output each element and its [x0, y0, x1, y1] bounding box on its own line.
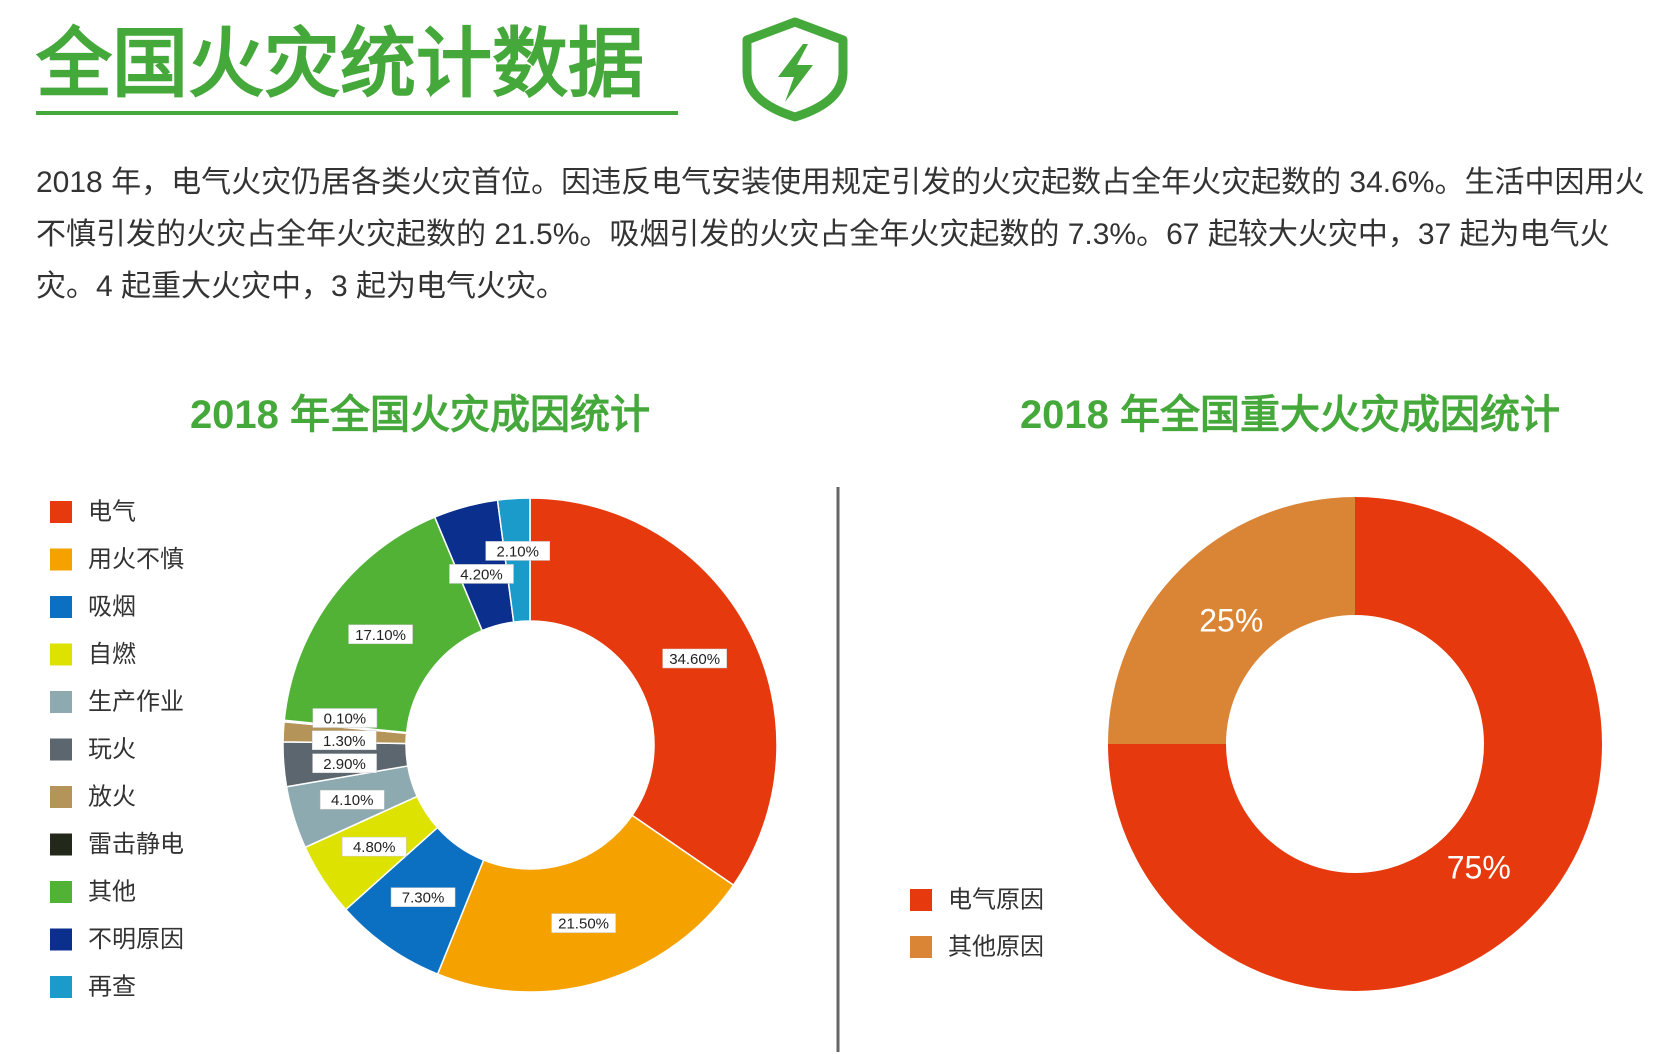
shield-icon: [742, 17, 848, 122]
data-label: 25%: [1199, 602, 1263, 638]
legend-label: 其他: [88, 879, 136, 906]
legend-swatch: [50, 738, 72, 761]
chart-title: 2018 年全国重大火灾成因统计: [1020, 392, 1560, 437]
legend-label: 不明原因: [88, 926, 184, 953]
data-label-box: [485, 541, 550, 561]
data-label: 17.10%: [355, 627, 406, 644]
page-title: 全国火灾统计数据: [35, 22, 644, 107]
legend-label: 电气: [88, 499, 136, 526]
legend-swatch: [50, 691, 72, 713]
legend-swatch: [50, 976, 72, 998]
data-label: 4.20%: [460, 566, 503, 583]
data-label-box: [551, 913, 616, 933]
chart-title: 2018 年全国火灾成因统计: [190, 392, 650, 437]
data-label-box: [449, 564, 514, 584]
data-label-box: [312, 753, 377, 774]
data-label: 4.10%: [331, 792, 374, 809]
donut-slice: [1108, 497, 1602, 991]
legend-swatch: [50, 596, 72, 618]
data-label: 21.50%: [558, 916, 609, 933]
legend-swatch: [50, 643, 72, 666]
data-label: 2.10%: [496, 543, 539, 560]
data-label-box: [390, 887, 456, 907]
legend-label: 生产作业: [88, 689, 184, 716]
legend-swatch: [50, 881, 72, 903]
legend-label: 自燃: [88, 641, 136, 668]
data-label: 0.10%: [324, 711, 367, 728]
data-label: 1.30%: [323, 733, 366, 750]
data-label-box: [312, 708, 378, 728]
data-label: 75%: [1447, 850, 1511, 886]
donut-slice: [436, 814, 735, 993]
legend-swatch: [50, 548, 72, 571]
data-label-box: [319, 789, 385, 810]
legend-swatch: [50, 833, 72, 856]
data-label: 2.90%: [323, 756, 366, 773]
data-label-box: [312, 730, 377, 751]
data-label: 4.80%: [353, 839, 396, 856]
legend-swatch: [50, 928, 72, 951]
data-label: 34.60%: [669, 651, 720, 668]
legend-label: 其他原因: [948, 934, 1044, 961]
legend-swatch: [50, 501, 72, 523]
legend-label: 用火不慎: [88, 546, 184, 573]
legend-label: 玩火: [88, 736, 136, 763]
legend-label: 放火: [88, 784, 136, 811]
legend-label: 雷击静电: [88, 831, 184, 858]
donut-slice: [529, 497, 778, 887]
donut-slice: [1108, 497, 1355, 744]
data-label-box: [341, 836, 407, 857]
legend-swatch: [910, 936, 932, 958]
intro-paragraph: 2018 年，电气火灾仍居各类火灾首位。因违反电气安装使用规定引发的火灾起数占全…: [36, 166, 1645, 303]
legend-label: 电气原因: [948, 887, 1044, 914]
data-label: 7.30%: [402, 890, 445, 907]
data-label-box: [348, 624, 413, 645]
legend-swatch: [50, 786, 72, 808]
data-label-box: [662, 648, 727, 669]
legend-label: 再查: [88, 974, 136, 1001]
legend-label: 吸烟: [88, 594, 136, 621]
legend-swatch: [910, 889, 932, 911]
